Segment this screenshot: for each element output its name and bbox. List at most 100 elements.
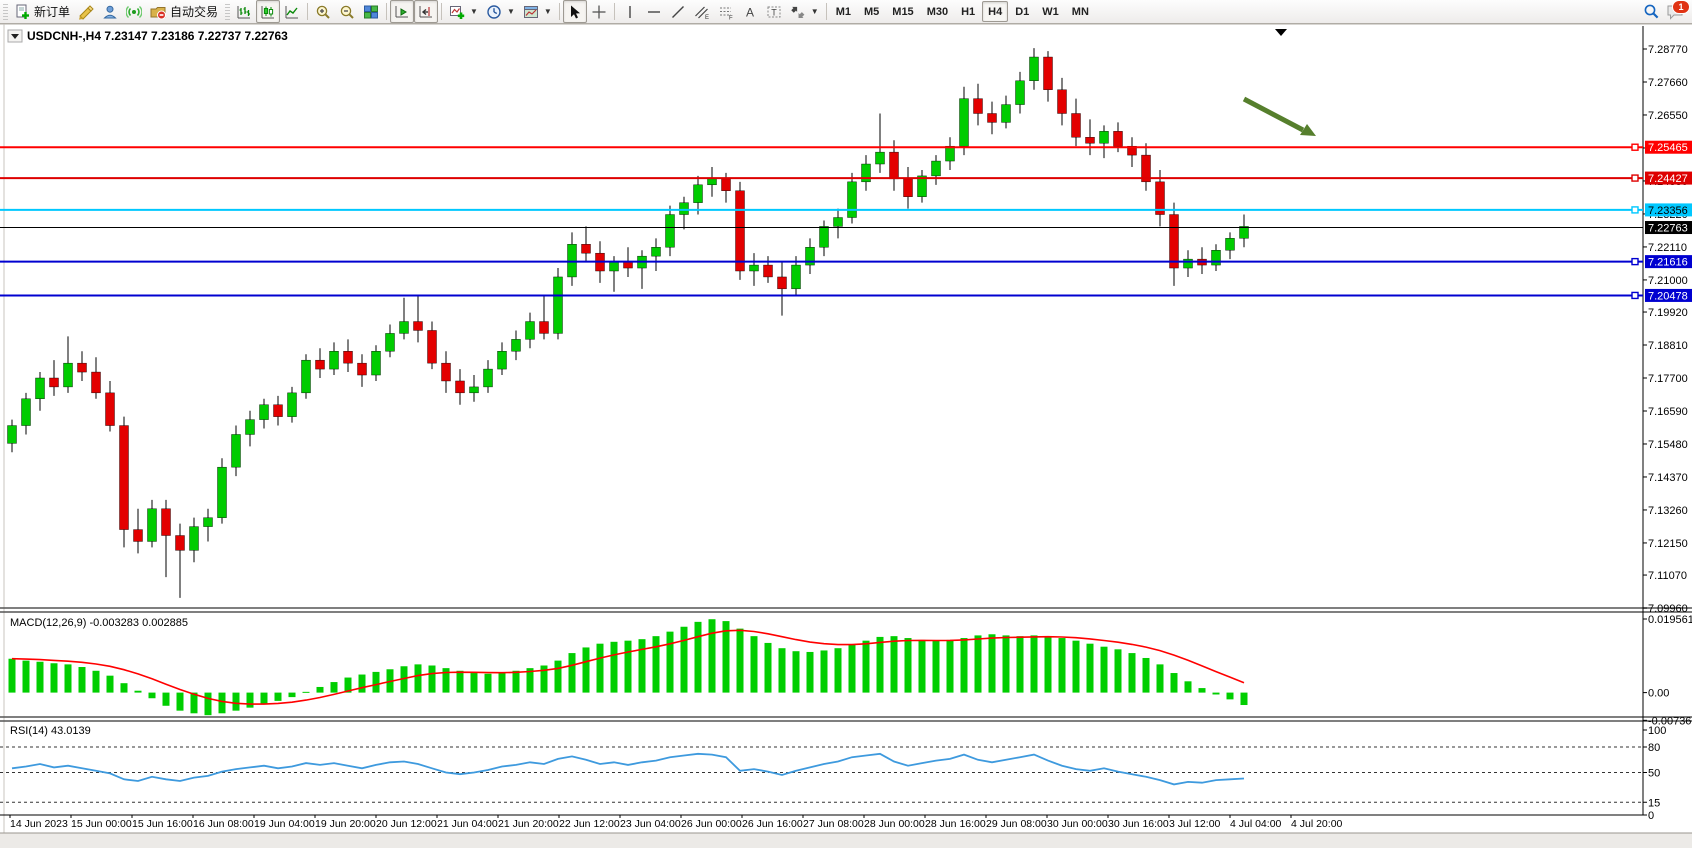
zoom-in-button[interactable]	[311, 0, 335, 23]
periods-button[interactable]: ▼	[482, 0, 519, 23]
toolbar-separator	[559, 3, 560, 20]
autotrading-label: 自动交易	[170, 3, 218, 20]
svg-text:19 Jun 20:00: 19 Jun 20:00	[315, 818, 376, 830]
equidistant-channel-button[interactable]: E	[690, 0, 714, 23]
timeframe-toolbar: M1M5M15M30H1H4D1W1MN	[830, 1, 1095, 22]
mt4-terminal: { "toolbar": { "new_order_label": "新订单",…	[0, 0, 1692, 848]
chevron-down-icon: ▼	[811, 7, 819, 16]
svg-text:15 Jun 16:00: 15 Jun 16:00	[132, 818, 193, 830]
candlestick-chart-button[interactable]	[256, 0, 280, 23]
crosshair-button[interactable]	[587, 0, 611, 23]
svg-text:21 Jun 04:00: 21 Jun 04:00	[437, 818, 498, 830]
clock-icon	[486, 4, 502, 20]
svg-text:0.00: 0.00	[1648, 688, 1669, 700]
tab-timeframe-h1[interactable]: H1	[955, 1, 981, 22]
arrows-icon	[790, 4, 806, 20]
svg-text:23 Jun 04:00: 23 Jun 04:00	[620, 818, 681, 830]
svg-text:15: 15	[1648, 797, 1660, 809]
indicators-button[interactable]: ▼	[445, 0, 482, 23]
svg-text:0: 0	[1648, 810, 1654, 822]
new-order-button[interactable]: 新订单	[10, 0, 74, 23]
text-label-button[interactable]: T	[762, 0, 786, 23]
svg-text:50: 50	[1648, 768, 1660, 780]
chevron-down-icon: ▼	[544, 7, 552, 16]
trendline-button[interactable]	[666, 0, 690, 23]
chart-shift-button[interactable]	[414, 0, 438, 23]
svg-text:7.18810: 7.18810	[1648, 340, 1688, 352]
svg-text:F: F	[729, 15, 733, 20]
horizontal-line-icon	[646, 4, 662, 20]
svg-text:7.17700: 7.17700	[1648, 373, 1688, 385]
cursor-button[interactable]	[563, 0, 587, 23]
svg-text:7.21000: 7.21000	[1648, 275, 1688, 287]
tile-windows-icon	[363, 4, 379, 20]
chevron-down-icon: ▼	[470, 7, 478, 16]
autotrading-icon	[150, 4, 166, 20]
tab-timeframe-w1[interactable]: W1	[1036, 1, 1065, 22]
svg-text:7.22110: 7.22110	[1648, 242, 1687, 254]
toolbar-grip[interactable]	[225, 4, 230, 20]
svg-text:7.14370: 7.14370	[1648, 472, 1688, 484]
crayon-icon	[78, 4, 94, 20]
horizontal-line-button[interactable]	[642, 0, 666, 23]
svg-text:7.23356: 7.23356	[1648, 205, 1688, 217]
tab-timeframe-h4[interactable]: H4	[982, 1, 1008, 22]
tab-timeframe-m5[interactable]: M5	[858, 1, 885, 22]
svg-text:7.21616: 7.21616	[1648, 257, 1688, 269]
signal-icon	[126, 4, 142, 20]
notification-badge: 1	[1672, 0, 1690, 14]
tab-timeframe-m15[interactable]: M15	[886, 1, 919, 22]
tab-timeframe-m30[interactable]: M30	[921, 1, 954, 22]
svg-text:14 Jun 2023: 14 Jun 2023	[10, 818, 68, 830]
zoom-in-icon	[315, 4, 331, 20]
svg-text:30 Jun 16:00: 30 Jun 16:00	[1108, 818, 1169, 830]
auto-scroll-button[interactable]	[390, 0, 414, 23]
bar-chart-button[interactable]	[232, 0, 256, 23]
chart-header: USDCNH-,H4 7.23147 7.23186 7.22737 7.227…	[8, 29, 288, 43]
trendline-icon	[670, 4, 686, 20]
crosshair-icon	[591, 4, 607, 20]
toolbar-separator	[386, 3, 387, 20]
styles-button[interactable]	[74, 0, 98, 23]
svg-text:28 Jun 16:00: 28 Jun 16:00	[925, 818, 986, 830]
svg-text:7.12150: 7.12150	[1648, 538, 1688, 550]
notifications-button[interactable]: 1	[1666, 4, 1684, 20]
signals-button[interactable]	[122, 0, 146, 23]
rsi-label: RSI(14) 43.0139	[10, 725, 91, 737]
toolbar-grip[interactable]	[3, 4, 8, 20]
line-chart-icon	[284, 4, 300, 20]
svg-text:7.22763: 7.22763	[1648, 223, 1688, 235]
svg-text:7.28770: 7.28770	[1648, 44, 1688, 56]
line-chart-button[interactable]	[280, 0, 304, 23]
tab-timeframe-m1[interactable]: M1	[830, 1, 857, 22]
community-button[interactable]	[98, 0, 122, 23]
svg-text:27 Jun 08:00: 27 Jun 08:00	[803, 818, 864, 830]
toolbar-right-icons: 1	[1643, 3, 1692, 20]
svg-text:7.13260: 7.13260	[1648, 505, 1688, 517]
toolbar-separator	[614, 3, 615, 20]
new-order-label: 新订单	[34, 3, 70, 20]
search-icon[interactable]	[1643, 3, 1660, 20]
svg-text:7.19920: 7.19920	[1648, 307, 1688, 319]
tab-timeframe-d1[interactable]: D1	[1009, 1, 1035, 22]
hline-handle	[1632, 175, 1638, 181]
autotrading-button[interactable]: 自动交易	[146, 0, 222, 23]
tab-timeframe-mn[interactable]: MN	[1066, 1, 1095, 22]
svg-text:7.26550: 7.26550	[1648, 110, 1688, 122]
arrows-button[interactable]: ▼	[786, 0, 823, 23]
vertical-line-button[interactable]	[618, 0, 642, 23]
templates-button[interactable]: ▼	[519, 0, 556, 23]
chart-canvas[interactable]: 7.287707.276607.265507.254407.243307.232…	[0, 0, 1692, 848]
candlestick-icon	[260, 4, 276, 20]
text-button[interactable]: A	[738, 0, 762, 23]
svg-text:15 Jun 00:00: 15 Jun 00:00	[71, 818, 132, 830]
tile-windows-button[interactable]	[359, 0, 383, 23]
toolbar-separator	[307, 3, 308, 20]
chart-shift-icon	[418, 4, 434, 20]
svg-text:20 Jun 12:00: 20 Jun 12:00	[376, 818, 437, 830]
hline-handle	[1632, 207, 1638, 213]
svg-text:T: T	[771, 7, 777, 17]
fibonacci-button[interactable]: F	[714, 0, 738, 23]
zoom-out-button[interactable]	[335, 0, 359, 23]
chevron-down-icon: ▼	[507, 7, 515, 16]
